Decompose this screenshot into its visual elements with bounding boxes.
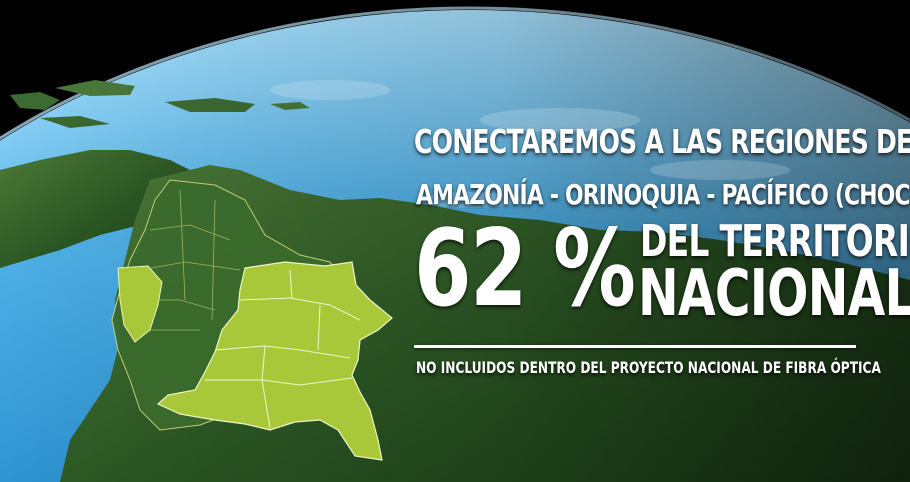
territory-line-1: DEL TERRITORIO (640, 216, 910, 267)
headline: CONECTAREMOS A LAS REGIONES DE: (414, 122, 910, 161)
territory-line-2: NACIONAL (638, 257, 910, 331)
percentage-value: 62 % (414, 207, 636, 330)
highlight-borders (205, 269, 361, 429)
region-choco (117, 265, 163, 343)
footnote: NO INCLUIDOS DENTRO DEL PROYECTO NACIONA… (416, 358, 881, 377)
divider (414, 345, 856, 348)
regions-list: AMAZONÍA - ORINOQUIA - PACÍFICO (CHOCÓ). (416, 178, 910, 211)
clouds (270, 80, 790, 208)
region-orinoquia-amazonia (156, 261, 393, 461)
